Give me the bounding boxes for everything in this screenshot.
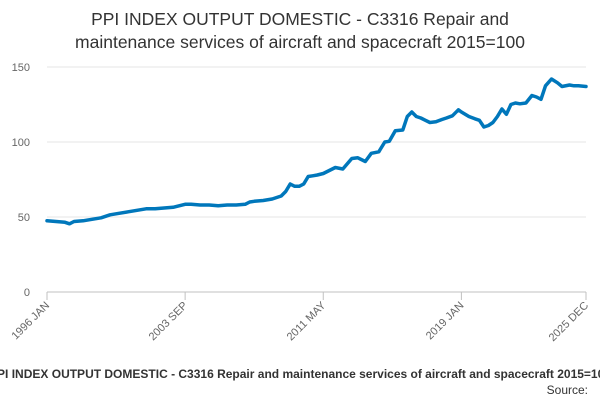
source-label: Source:: [547, 383, 588, 397]
x-tick-label: 2025 DEC: [547, 300, 591, 344]
x-tick-label: 2019 JAN: [424, 300, 467, 343]
chart-title: PPI INDEX OUTPUT DOMESTIC - C3316 Repair…: [75, 9, 525, 52]
y-tick-label: 50: [18, 212, 30, 224]
chart-title-line-2: maintenance services of aircraft and spa…: [75, 32, 525, 52]
x-tick-label: 1996 JAN: [9, 300, 52, 343]
grid-lines: [47, 66, 586, 293]
y-axis-ticks: 0 50 100 150: [12, 62, 30, 299]
legend: PPI INDEX OUTPUT DOMESTIC - C3316 Repair…: [0, 367, 600, 381]
y-tick-label: 100: [12, 137, 30, 149]
series-line: [45, 77, 588, 226]
x-tick-label: 2011 MAY: [285, 299, 329, 343]
y-tick-label: 150: [12, 62, 30, 74]
legend-item-label: PPI INDEX OUTPUT DOMESTIC - C3316 Repair…: [0, 367, 600, 381]
x-axis: 1996 JAN 2003 SEP 2011 MAY 2019 JAN 2025 DEC: [9, 291, 591, 344]
x-tick-label: 2003 SEP: [147, 300, 191, 344]
chart-title-line-1: PPI INDEX OUTPUT DOMESTIC - C3316 Repair…: [91, 9, 509, 29]
series: [45, 77, 588, 226]
y-tick-label: 0: [24, 287, 30, 299]
